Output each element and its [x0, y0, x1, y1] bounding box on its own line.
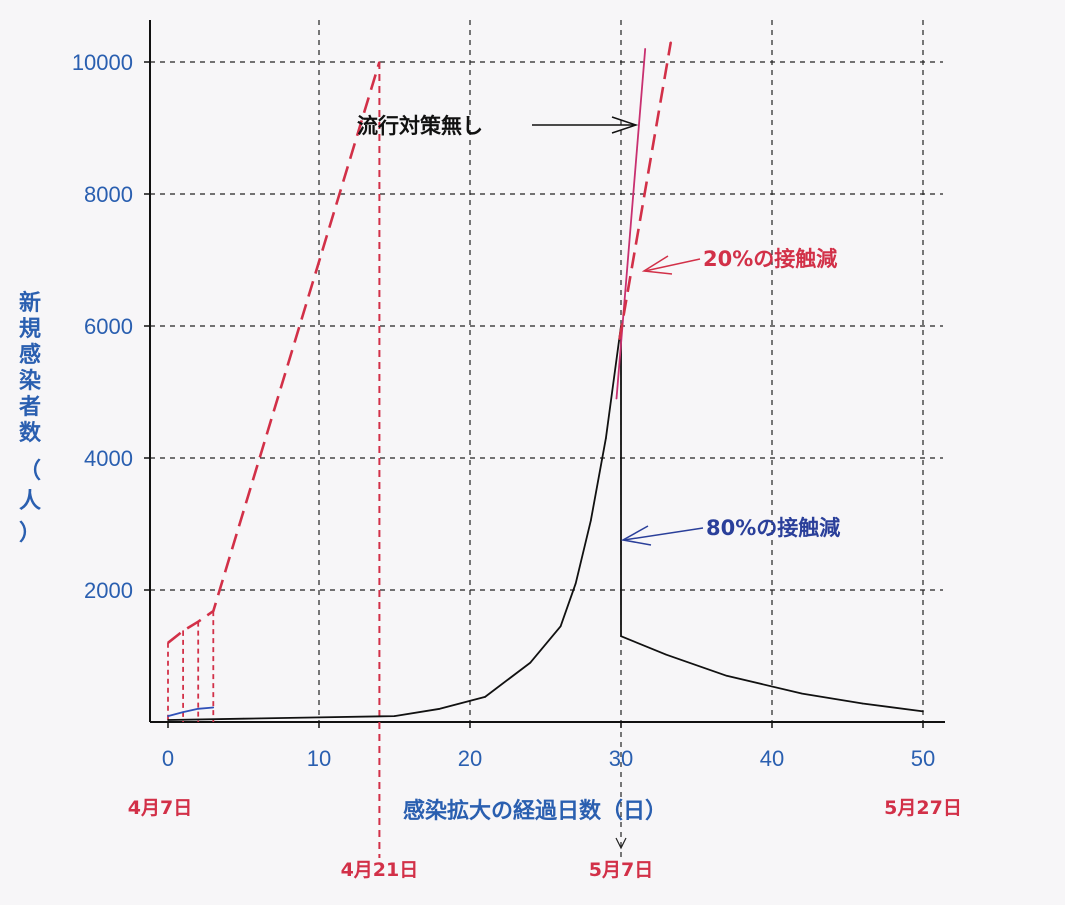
date-label: 4月7日 [128, 797, 192, 819]
annotation-20-percent: 20%の接触減 [641, 247, 837, 275]
data-point [182, 630, 184, 632]
arrow-head-icon [620, 525, 652, 546]
series-line-2 [615, 48, 647, 399]
data-point [167, 642, 169, 644]
data-point [605, 437, 607, 440]
data-point [861, 702, 864, 705]
arrow-shaft [644, 258, 701, 272]
data-point [167, 719, 169, 721]
data-point [378, 61, 381, 63]
data-point [922, 710, 924, 713]
y-tick-label: 2000 [84, 578, 133, 603]
y-axis-label-char: （ [19, 459, 41, 484]
x-tick-label: 40 [760, 746, 784, 771]
data-point [167, 715, 169, 717]
data-point [618, 338, 621, 341]
data-point [590, 519, 592, 522]
data-point [574, 582, 577, 585]
date-marker-lines [167, 62, 627, 858]
y-tick-label: 10000 [72, 50, 133, 75]
series-line-3 [618, 41, 673, 340]
data-point [242, 717, 245, 720]
x-tick-label: 30 [609, 746, 633, 771]
data-point [197, 708, 199, 710]
data-point [529, 661, 532, 664]
x-axis-title: 感染拡大の経過日数（日） [403, 798, 667, 824]
series-line-4 [167, 706, 214, 717]
data-point [725, 675, 728, 677]
tick-labels: 2000 4000 6000 8000 10000 0 10 20 30 40 50 [72, 50, 935, 771]
data-series [167, 41, 924, 721]
y-axis-label-char: ） [19, 521, 41, 546]
date-labels: 4月7日 4月21日 5月7日 5月27日 [128, 797, 962, 881]
marker-arrow-icon [615, 837, 627, 850]
annotation-no-measures: 流行対策無し [357, 114, 639, 138]
data-point [212, 610, 215, 612]
y-axis-label-char: 新 [19, 290, 41, 316]
data-point [212, 706, 215, 709]
x-tick-label: 20 [458, 746, 482, 771]
series-line-1 [167, 61, 381, 644]
date-label: 4月21日 [341, 859, 419, 881]
annotation-80-percent: 80%の接触減 [620, 516, 840, 546]
y-tick-label: 8000 [84, 182, 133, 207]
y-axis-label-char: 染 [19, 368, 41, 394]
data-point [484, 696, 486, 698]
data-point [615, 397, 618, 400]
y-axis-label-char: 者 [18, 395, 41, 420]
y-tick-label: 4000 [84, 446, 133, 471]
y-axis-label-char: 人 [19, 489, 41, 514]
y-axis-label-char: 規 [19, 317, 41, 342]
date-label: 5月7日 [589, 859, 653, 881]
date-label: 5月27日 [884, 797, 962, 819]
x-tick-label: 10 [307, 746, 331, 771]
arrow-head-icon [641, 255, 673, 275]
y-axis-label-char: 感 [19, 342, 41, 368]
series-line-0 [167, 325, 924, 721]
data-point [318, 716, 320, 719]
data-point [665, 653, 668, 656]
arrow-shaft [623, 527, 704, 541]
y-axis-label-char: 数 [19, 420, 42, 446]
data-point [670, 41, 672, 43]
annotation-20-percent-label: 20%の接触減 [703, 247, 837, 271]
data-point [182, 711, 184, 713]
data-point [644, 48, 646, 50]
arrow-head-icon [611, 116, 639, 134]
data-point [393, 715, 396, 717]
y-tick-label: 6000 [84, 314, 133, 339]
annotation-no-measures-label: 流行対策無し [357, 114, 483, 138]
annotation-80-percent-label: 80%の接触減 [706, 516, 840, 540]
data-point [559, 625, 562, 628]
x-tick-label: 50 [911, 746, 935, 771]
data-point [197, 620, 199, 623]
axes [149, 20, 945, 723]
y-axis-title: 新 規 感 染 者 数 （ 人 ） [18, 290, 42, 546]
data-point [801, 692, 803, 695]
data-point [439, 708, 441, 710]
data-point [620, 635, 622, 637]
x-tick-label: 0 [162, 746, 174, 771]
